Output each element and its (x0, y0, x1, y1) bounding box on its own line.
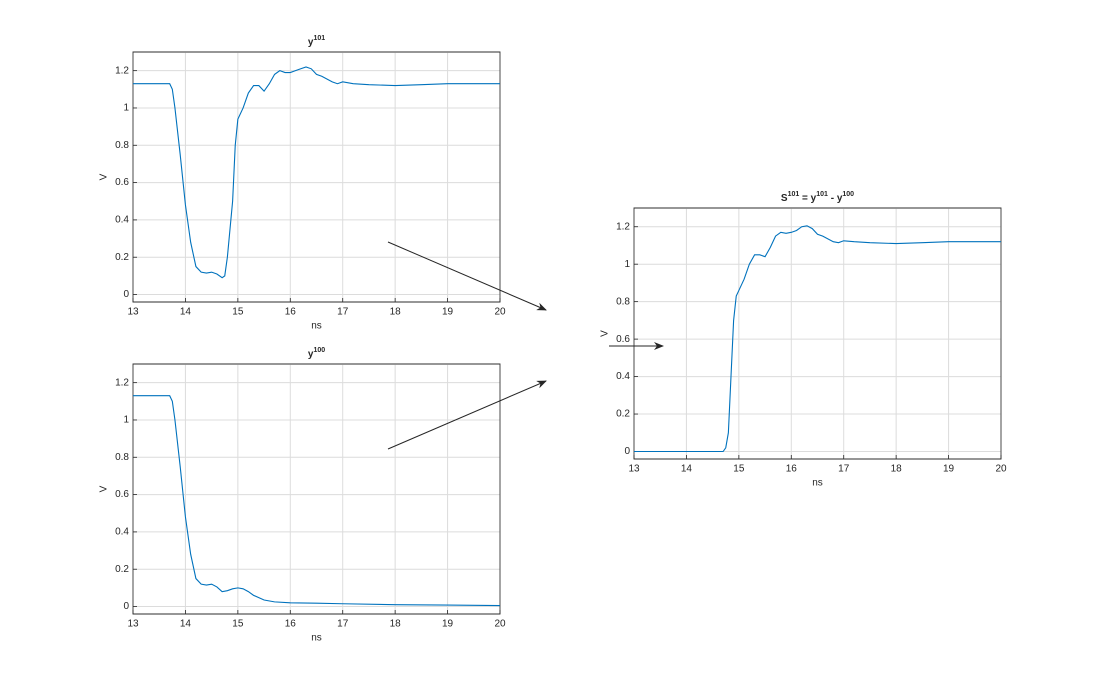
x-tick-label: 14 (180, 619, 192, 630)
x-tick-label: 20 (995, 464, 1007, 475)
x-tick-label: 16 (786, 464, 798, 475)
subplot: 13 14 15 16 17 18 19 2000.20.40.60.811.2nsVS101… (600, 191, 1007, 489)
x-tick-label: 14 (180, 307, 192, 318)
chart-title: y101 (308, 35, 325, 48)
title-part: 100 (313, 347, 325, 354)
y-tick-label: 0 (123, 601, 129, 612)
y-tick-label: 1 (123, 415, 129, 426)
data-line (133, 395, 501, 607)
y-tick-label: 0.6 (616, 334, 630, 345)
y-axis-label: V (99, 173, 110, 180)
y-tick-label: 1 (123, 103, 129, 114)
x-tick-label: 17 (337, 619, 349, 630)
x-tick-label: 13 (628, 464, 640, 475)
data-line (133, 66, 500, 279)
y-tick-label: 0.6 (115, 177, 129, 188)
plot-area (132, 51, 501, 303)
title-part: - y (828, 193, 843, 204)
x-tick-label: 18 (891, 464, 903, 475)
arrow (387, 380, 547, 450)
title-part: 101 (816, 191, 828, 198)
x-tick-label: 18 (390, 619, 402, 630)
plot-frame (633, 207, 1002, 460)
x-tick-label: 17 (337, 307, 349, 318)
y-tick-label: 1 (624, 259, 630, 270)
title-part: = y (799, 193, 816, 204)
x-axis-label: ns (812, 478, 823, 489)
y-tick-label: 0.4 (115, 215, 129, 226)
x-tick-label: 20 (494, 307, 506, 318)
y-tick-label: 0.4 (616, 371, 630, 382)
y-tick-label: 0.2 (115, 252, 129, 263)
x-axis-label: ns (311, 321, 322, 332)
x-tick-label: 18 (390, 307, 402, 318)
title-part: y (308, 349, 314, 360)
x-tick-label: 15 (733, 464, 745, 475)
x-tick-label: 20 (494, 619, 506, 630)
plot-area (132, 363, 501, 615)
x-tick-label: 15 (232, 619, 244, 630)
title-part: y (308, 37, 314, 48)
x-tick-label: 14 (681, 464, 693, 475)
chart-title: S101 = y101 - y100 (781, 191, 854, 204)
plot-area (633, 207, 1002, 460)
y-tick-label: 0 (624, 446, 630, 457)
y-tick-label: 0.8 (115, 140, 129, 151)
y-tick-label: 1.2 (616, 221, 630, 232)
plot-frame (132, 363, 501, 615)
arrow (387, 241, 547, 311)
plot-frame (132, 51, 501, 303)
chart-title: y100 (308, 347, 325, 360)
plots: 13 14 15 16 17 18 19 2000.20.40.60.811.2nsVy101… (99, 35, 1007, 644)
x-tick-label: 13 (127, 619, 139, 630)
y-tick-label: 0.2 (115, 564, 129, 575)
y-tick-label: 1.2 (115, 65, 129, 76)
title-part: S (781, 193, 788, 204)
y-axis-label: V (99, 485, 110, 492)
y-axis-label: V (600, 330, 611, 337)
data-line (634, 225, 1001, 453)
x-tick-label: 13 (127, 307, 139, 318)
x-tick-label: 16 (285, 307, 297, 318)
y-tick-label: 0.2 (616, 409, 630, 420)
title-part: 101 (313, 35, 325, 42)
title-part: 101 (788, 191, 800, 198)
y-tick-label: 1.2 (115, 377, 129, 388)
y-tick-label: 0.6 (115, 489, 129, 500)
y-tick-label: 0.4 (115, 527, 129, 538)
y-tick-label: 0 (123, 289, 129, 300)
title-part: 100 (842, 191, 854, 198)
x-tick-label: 15 (232, 307, 244, 318)
x-axis-label: ns (311, 633, 322, 644)
x-tick-label: 19 (442, 307, 454, 318)
y-tick-label: 0.8 (115, 452, 129, 463)
x-tick-label: 16 (285, 619, 297, 630)
x-tick-label: 17 (838, 464, 850, 475)
y-tick-label: 0.8 (616, 296, 630, 307)
x-tick-label: 19 (442, 619, 454, 630)
x-tick-label: 19 (943, 464, 955, 475)
